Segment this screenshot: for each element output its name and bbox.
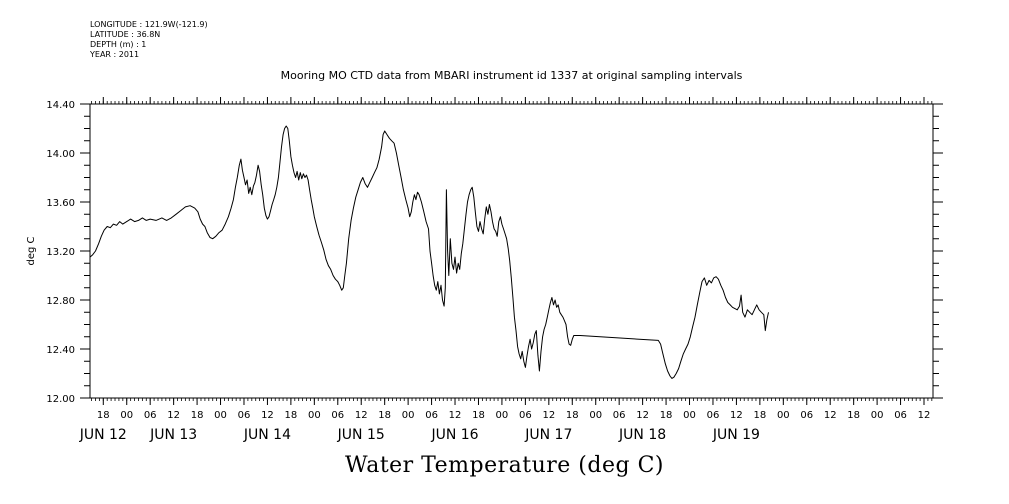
x-tick-label: 06 bbox=[613, 410, 626, 421]
series-layer bbox=[89, 125, 769, 379]
x-day-label: JUN 14 bbox=[243, 427, 291, 443]
x-day-label: JUN 12 bbox=[79, 427, 127, 443]
x-tick-label: 06 bbox=[894, 410, 907, 421]
x-day-label: JUN 13 bbox=[149, 427, 197, 443]
series-line bbox=[89, 125, 769, 379]
y-tick-label: 13.60 bbox=[46, 198, 75, 209]
depth-text: DEPTH (m) : 1 bbox=[90, 40, 147, 49]
x-tick-label: 18 bbox=[472, 410, 485, 421]
x-tick-label: 18 bbox=[753, 410, 766, 421]
x-tick-label: 18 bbox=[285, 410, 298, 421]
x-axis-title: Water Temperature (deg C) bbox=[345, 453, 664, 478]
x-tick-label: 18 bbox=[847, 410, 860, 421]
y-tick-label: 13.20 bbox=[46, 247, 75, 258]
latitude-text: LATITUDE : 36.8N bbox=[90, 30, 161, 39]
plot-border bbox=[89, 103, 934, 399]
x-tick-label: 18 bbox=[566, 410, 579, 421]
x-tick-label: 06 bbox=[707, 410, 720, 421]
x-tick-label: 06 bbox=[519, 410, 532, 421]
x-tick-label: 12 bbox=[730, 410, 743, 421]
plot-frame bbox=[89, 103, 934, 399]
y-axis-label: deg C bbox=[26, 236, 37, 265]
chart-title: Mooring MO CTD data from MBARI instrumen… bbox=[280, 69, 743, 82]
y-tick-label: 14.40 bbox=[46, 100, 75, 111]
metadata-block: LONGITUDE : 121.9W(-121.9) LATITUDE : 36… bbox=[90, 20, 208, 60]
x-tick-label: 12 bbox=[542, 410, 555, 421]
x-tick-label: 12 bbox=[636, 410, 649, 421]
x-tick-label: 00 bbox=[871, 410, 884, 421]
x-tick-label: 00 bbox=[402, 410, 415, 421]
x-tick-label: 00 bbox=[496, 410, 509, 421]
x-tick-label: 18 bbox=[191, 410, 204, 421]
x-tick-label: 00 bbox=[214, 410, 227, 421]
longitude-text: LONGITUDE : 121.9W(-121.9) bbox=[90, 20, 208, 29]
y-tick-label: 14.00 bbox=[46, 149, 75, 160]
year-text: YEAR : 2011 bbox=[90, 50, 140, 59]
x-day-label: JUN 17 bbox=[524, 427, 572, 443]
x-tick-label: 00 bbox=[589, 410, 602, 421]
x-day-label: JUN 19 bbox=[712, 427, 760, 443]
x-axis: 18 00 06 12 18 00 06 12 18 00 06 12 18 00 06 12 18 00 06 12… bbox=[79, 97, 933, 443]
x-tick-label: 18 bbox=[97, 410, 110, 421]
x-tick-label: 06 bbox=[800, 410, 813, 421]
x-tick-label: 00 bbox=[120, 410, 133, 421]
x-day-label: JUN 15 bbox=[337, 427, 385, 443]
x-tick-label: 12 bbox=[261, 410, 274, 421]
x-tick-label: 12 bbox=[918, 410, 931, 421]
y-tick-label: 12.80 bbox=[46, 296, 75, 307]
x-tick-label: 06 bbox=[144, 410, 157, 421]
x-day-label: JUN 16 bbox=[430, 427, 478, 443]
y-tick-label: 12.40 bbox=[46, 345, 75, 356]
x-tick-label: 00 bbox=[777, 410, 790, 421]
x-tick-label: 06 bbox=[425, 410, 438, 421]
x-tick-label: 06 bbox=[238, 410, 251, 421]
x-tick-label: 12 bbox=[355, 410, 368, 421]
x-tick-label: 18 bbox=[378, 410, 391, 421]
y-tick-label: 12.00 bbox=[46, 394, 75, 405]
x-tick-label: 12 bbox=[824, 410, 837, 421]
x-tick-label: 12 bbox=[167, 410, 180, 421]
x-tick-label: 18 bbox=[660, 410, 673, 421]
y-axis: 12.00 12.40 12.80 13.20 13.60 14.00 14.40 bbox=[46, 100, 943, 405]
x-tick-label: 00 bbox=[308, 410, 321, 421]
x-tick-label: 00 bbox=[683, 410, 696, 421]
x-tick-label: 06 bbox=[331, 410, 344, 421]
x-tick-label: 12 bbox=[449, 410, 462, 421]
x-day-label: JUN 18 bbox=[618, 427, 666, 443]
